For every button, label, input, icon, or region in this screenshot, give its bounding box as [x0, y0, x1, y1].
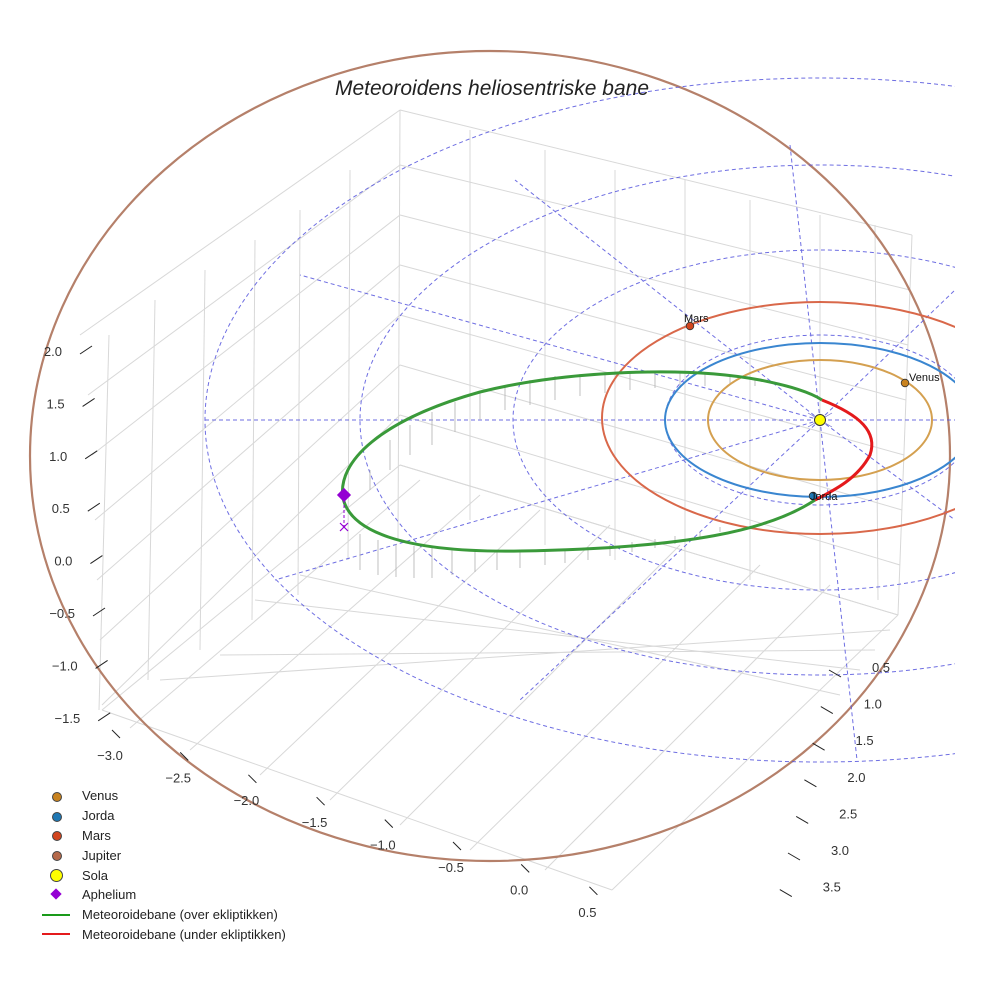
legend-item: Jupiter: [40, 845, 286, 865]
x-tick-label: −2.5: [165, 770, 191, 785]
legend: Venus Jorda Mars Jupiter Sola Aphelium Meteoro…: [40, 786, 286, 944]
aphelion-projection-marker: [339, 522, 349, 532]
z-tick-mark: [84, 450, 98, 460]
x-tick-mark: [589, 886, 598, 896]
z-tick-mark: [92, 607, 106, 617]
legend-label: Aphelium: [82, 887, 137, 903]
legend-item: Venus: [40, 786, 286, 806]
legend-label: Meteoroidebane (under ekliptikken): [82, 926, 286, 942]
legend-item: Meteoroidebane (under ekliptikken): [40, 925, 286, 945]
legend-label: Jorda: [82, 808, 115, 824]
legend-label: Jupiter: [82, 847, 122, 863]
x-tick-label: −2.0: [234, 793, 260, 808]
sun-marker: [814, 414, 826, 426]
z-tick-mark: [97, 712, 111, 722]
y-tick-label: 3.5: [823, 880, 841, 895]
legend-label: Venus: [82, 788, 119, 804]
z-tick-label: 0.0: [54, 554, 72, 569]
legend-item: Meteoroidebane (over ekliptikken): [40, 905, 286, 925]
y-tick-mark: [787, 852, 801, 861]
legend-marker: [40, 809, 74, 823]
x-tick-mark: [520, 864, 530, 873]
mars-label: Mars: [684, 313, 709, 325]
legend-label: Meteoroidebane (over ekliptikken): [82, 907, 278, 923]
y-tick-label: 2.0: [847, 770, 865, 785]
chart-title: Meteoroidens heliosentriske bane: [335, 77, 649, 100]
z-tick-label: 0.5: [52, 501, 70, 516]
jupiter-orbit: [28, 49, 952, 863]
y-tick-mark: [828, 669, 842, 678]
z-tick-label: −0.5: [49, 606, 75, 621]
y-tick-mark: [820, 706, 834, 715]
meteoroid-orbit-above: [340, 370, 823, 553]
legend-marker: [40, 927, 74, 941]
z-tick-label: 2.0: [44, 344, 62, 359]
y-tick-mark: [779, 889, 793, 898]
z-tick-mark: [82, 397, 95, 407]
z-tick-mark: [90, 555, 103, 565]
z-tick-mark: [95, 659, 108, 669]
z-tick-label: −1.0: [52, 658, 78, 673]
legend-item: Jorda: [40, 806, 286, 826]
z-tick-mark: [79, 345, 93, 355]
ecliptic-grid: [204, 77, 955, 763]
venus-orbit: [707, 359, 933, 481]
legend-marker: [40, 868, 74, 883]
x-tick-mark: [248, 774, 257, 784]
x-tick-mark: [111, 729, 121, 739]
y-tick-label: 1.5: [856, 733, 874, 748]
z-tick-label: −1.5: [55, 711, 81, 726]
z-tick-label: 1.5: [47, 396, 65, 411]
x-tick-mark: [384, 819, 394, 828]
legend-marker: [40, 789, 74, 803]
z-tick-mark: [87, 502, 101, 512]
mars-marker: [685, 321, 695, 331]
venus-label: Venus: [909, 372, 940, 384]
y-tick-mark: [795, 815, 809, 824]
drop-lines: [359, 372, 756, 578]
legend-marker: [40, 908, 74, 922]
x-tick-label: −1.5: [302, 815, 328, 830]
x-tick-label: 0.0: [510, 882, 528, 897]
x-tick-label: −0.5: [438, 860, 464, 875]
y-axis: 0.5 1.0 1.5 2.0 2.5 3.0 3.5: [779, 660, 890, 898]
y-tick-label: 1.0: [864, 697, 882, 712]
aphelion-marker: [336, 487, 352, 503]
legend-marker: [40, 848, 74, 862]
y-tick-label: 3.0: [831, 843, 849, 858]
x-tick-mark: [316, 796, 325, 806]
x-tick-label: 0.5: [578, 905, 596, 920]
x-tick-mark: [452, 841, 462, 851]
mars-orbit: [601, 301, 955, 535]
z-tick-label: 1.0: [49, 449, 67, 464]
legend-item: Aphelium: [40, 885, 286, 905]
x-tick-mark: [179, 752, 189, 761]
venus-marker: [900, 378, 910, 388]
x-tick-label: −1.0: [370, 838, 396, 853]
z-axis: 2.0 1.5 1.0 0.5 0.0 −0.5 −1.0 −1.5: [44, 344, 111, 726]
legend-item: Mars: [40, 826, 286, 846]
legend-item: Sola: [40, 865, 286, 885]
legend-label: Mars: [82, 827, 111, 843]
earth-marker: [808, 491, 818, 501]
legend-label: Sola: [82, 867, 109, 883]
meteoroid-orbit-below: [814, 398, 874, 502]
box-grid: [79, 109, 913, 891]
x-axis: −3.0 −2.5 −2.0 −1.5 −1.0 −0.5 0.0 0.5: [97, 729, 598, 920]
legend-marker: [40, 828, 74, 842]
y-tick-label: 2.5: [839, 806, 857, 821]
y-tick-label: 0.5: [872, 660, 890, 675]
x-tick-label: −3.0: [97, 748, 123, 763]
y-tick-mark: [804, 779, 817, 788]
legend-marker: [40, 888, 74, 902]
earth-label: Jorda: [810, 491, 838, 503]
y-tick-mark: [812, 742, 825, 751]
